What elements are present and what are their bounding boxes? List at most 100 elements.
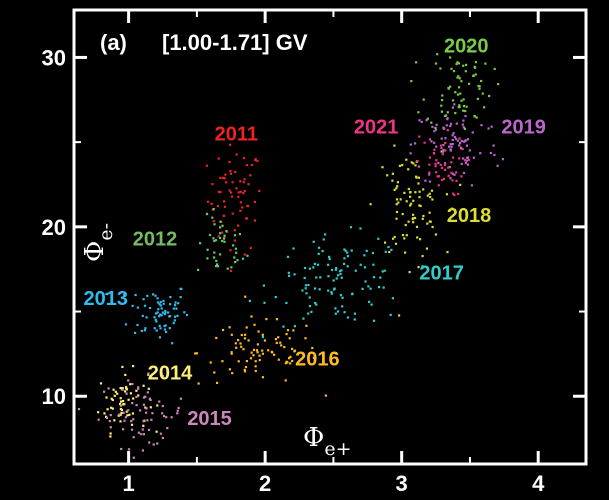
y-axis-subscript: e- [95,223,117,241]
point-2019 [501,158,504,161]
point-2020 [422,98,425,101]
point-2016 [245,326,248,329]
point-2015 [142,420,145,423]
point-2016 [215,336,218,340]
point-2017 [389,313,392,316]
point-2017 [248,299,251,302]
point-2014 [149,406,152,409]
point-2015 [135,404,138,407]
point-2012 [233,256,236,259]
point-2019 [462,171,466,175]
point-2017 [378,286,381,289]
point-2014 [105,396,108,399]
point-2019 [442,148,445,151]
point-2016 [261,376,264,379]
point-2020 [483,106,486,109]
point-2014 [122,400,125,403]
point-2011 [221,231,224,234]
point-2014 [119,420,122,423]
point-2016 [258,359,261,362]
point-2020 [481,92,484,95]
point-2012 [219,253,222,256]
point-2019 [451,142,454,146]
point-2019 [493,153,496,156]
series-2020 [410,45,500,130]
x-axis-symbol: Φ [303,423,324,453]
point-2021 [434,165,437,168]
point-2012 [211,216,214,219]
point-2014 [124,390,127,393]
point-2017 [382,286,385,289]
point-2016 [292,329,295,332]
point-2020 [441,94,444,97]
series-2021 [416,129,470,197]
point-2011 [225,181,228,184]
point-2015 [125,392,128,395]
point-2011 [233,239,236,242]
point-2019 [428,180,432,183]
point-2011 [233,229,236,232]
point-2012 [246,254,249,257]
point-2018 [412,221,415,224]
point-2018 [401,213,404,216]
point-2015 [152,443,155,446]
point-2018 [429,196,432,199]
point-2018 [426,194,429,197]
point-2017 [315,276,318,279]
point-2020 [456,76,459,79]
y-tick-label: 10 [42,384,66,409]
point-2021 [446,129,449,132]
point-2017 [343,248,346,251]
point-2011 [242,157,246,160]
point-2012 [226,267,229,270]
point-2018 [381,166,384,169]
point-2019 [462,157,465,160]
point-2021 [428,138,432,141]
point-2019 [437,161,440,165]
point-2016 [222,328,225,332]
point-2012 [225,230,228,233]
point-2016 [231,372,234,375]
point-2018 [417,266,420,269]
point-2016 [256,351,259,354]
point-2017 [312,240,315,243]
point-2021 [428,163,431,166]
point-2020 [478,87,481,90]
point-2020 [460,99,463,102]
point-2017 [293,273,296,276]
point-2018 [393,235,396,239]
point-2015 [131,382,134,386]
point-2019 [433,130,436,133]
point-2015 [161,405,164,408]
point-2019 [454,137,458,140]
point-2019 [425,119,428,122]
point-2017 [353,312,356,315]
point-2021 [451,179,454,182]
point-2018 [404,224,407,227]
point-2016 [293,349,297,352]
point-2013 [171,342,174,345]
year-label-2016: 2016 [295,349,340,371]
point-2012 [221,239,224,243]
point-2016 [277,336,280,339]
point-2021 [440,166,444,169]
point-2013 [175,307,178,310]
point-2020 [474,66,477,69]
point-2021 [452,192,455,195]
point-2020 [462,109,465,112]
point-2012 [234,261,237,264]
point-2015 [161,412,164,415]
point-2019 [448,145,451,148]
point-2016 [280,344,283,347]
point-2018 [401,234,405,237]
point-2015 [137,431,140,434]
point-2014 [103,412,106,415]
point-2015 [162,415,166,418]
point-2012 [213,239,216,243]
point-2017 [263,301,266,304]
point-2019 [430,140,433,143]
point-2018 [459,183,462,186]
point-2019 [434,128,438,131]
point-2017 [285,301,288,304]
point-2019 [479,152,482,155]
